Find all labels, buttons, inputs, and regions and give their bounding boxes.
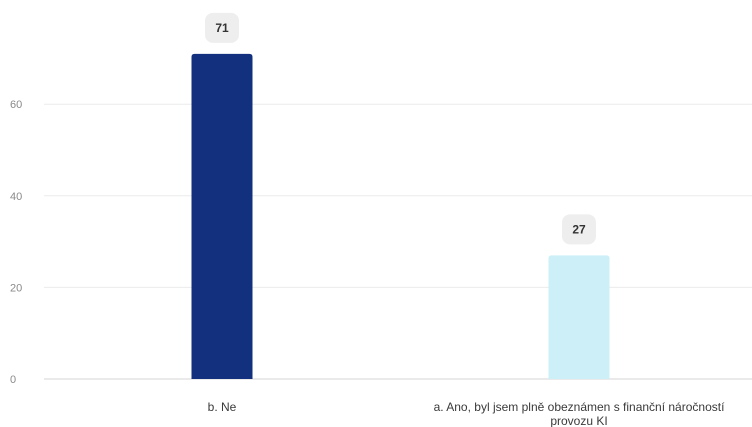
data-label: 27 bbox=[572, 222, 586, 236]
category-label-line: a. Ano, byl jsem plně obeznámen s finanč… bbox=[434, 400, 726, 414]
y-tick-label: 60 bbox=[10, 99, 22, 111]
category-label: a. Ano, byl jsem plně obeznámen s finanč… bbox=[434, 400, 726, 427]
bar bbox=[548, 255, 610, 379]
data-label-badge bbox=[205, 12, 239, 43]
category-label: b. Ne bbox=[208, 400, 237, 414]
y-tick-label: 40 bbox=[10, 191, 22, 203]
category-label-line: provozu KI bbox=[550, 414, 607, 427]
data-label: 71 bbox=[215, 21, 229, 35]
category-label-line: b. Ne bbox=[208, 400, 237, 414]
y-tick-label: 0 bbox=[10, 374, 16, 386]
y-tick-label: 20 bbox=[10, 282, 22, 294]
bar bbox=[191, 53, 253, 379]
data-label-badge bbox=[562, 214, 596, 245]
